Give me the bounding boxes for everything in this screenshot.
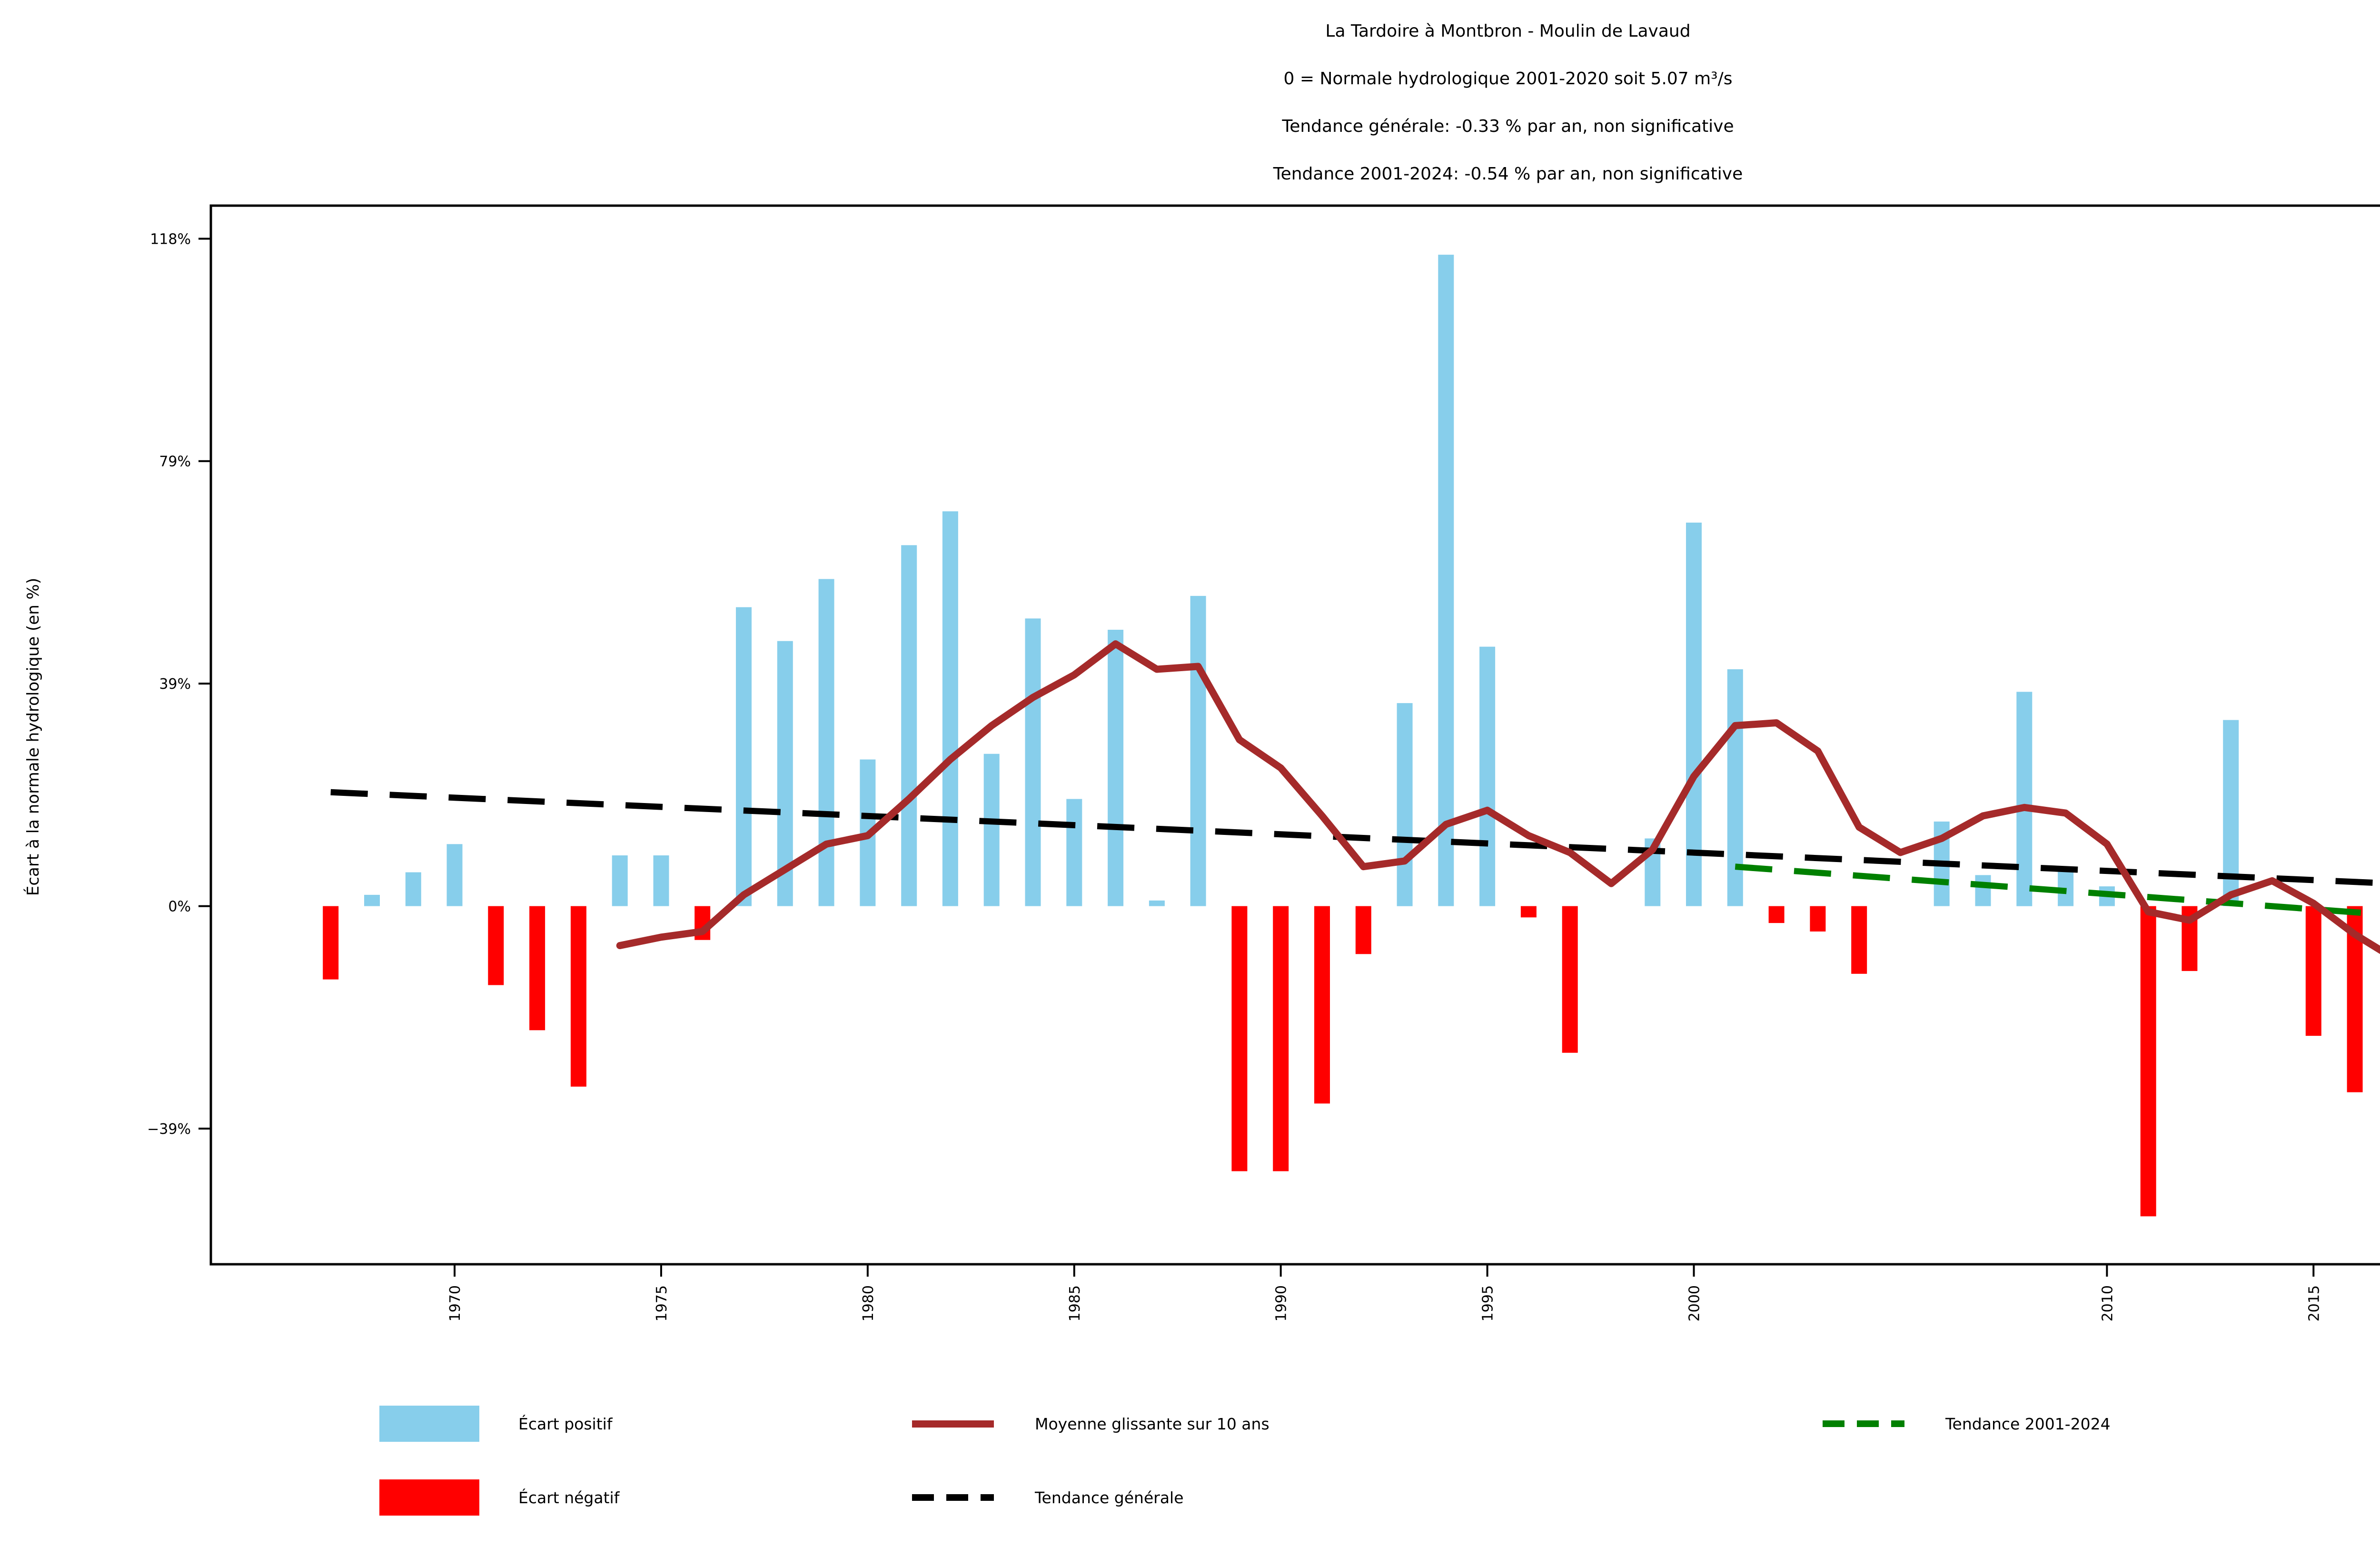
x-tick-label-1980: 1980	[860, 1285, 877, 1321]
bar-negative-2002	[1768, 906, 1785, 923]
x-tick-label-2015: 2015	[2306, 1285, 2322, 1321]
bar-positive-1977	[736, 607, 752, 906]
x-axis-ticks: 1970197519801985199019952000201020152020	[447, 1264, 2322, 1321]
y-axis-ticks: 118% 79% 39% 0% −39%	[147, 231, 211, 1138]
bar-negative-1989	[1231, 906, 1248, 1171]
x-tick-label-2010: 2010	[2099, 1285, 2116, 1321]
bar-positive-1993	[1397, 703, 1413, 906]
bar-positive-1975	[653, 855, 669, 906]
bar-negative-2003	[1810, 906, 1826, 932]
bar-positive-1986	[1108, 630, 1124, 906]
legend-item-moyenne-glissante: Moyenne glissante sur 10 ans	[912, 1402, 1269, 1445]
bar-positive-1974	[612, 855, 628, 906]
bar-negative-1991	[1314, 906, 1330, 1104]
bar-positive-1995	[1479, 646, 1496, 906]
legend-item-tendance-generale: Tendance générale	[912, 1476, 1184, 1519]
bar-negative-1992	[1355, 906, 1371, 954]
legend-item-tendance-2001-2024: Tendance 2001-2024	[1823, 1402, 2111, 1445]
trend-2001-2024-line	[1735, 863, 2380, 917]
rolling-mean-line	[616, 640, 2380, 954]
bar-positive-1988	[1190, 595, 1206, 906]
y-tick-label-1: 79%	[159, 454, 191, 470]
legend-label-ecart-positif: Écart positif	[518, 1414, 613, 1433]
bar-negative-2004	[1851, 906, 1867, 974]
bar-negative-1967	[323, 906, 339, 980]
legend-item-ecart-negatif: Écart négatif	[379, 1476, 619, 1519]
legend-label-moyenne-glissante: Moyenne glissante sur 10 ans	[1035, 1414, 1269, 1433]
bar-positive-1979	[818, 579, 834, 906]
y-tick-label-0: 118%	[150, 231, 191, 248]
bar-positive-1982	[942, 511, 958, 906]
legend-label-tendance-2001-2024: Tendance 2001-2024	[1945, 1414, 2111, 1433]
title-line-4: Tendance 2001-2024: -0.54 % par an, non …	[1273, 164, 1743, 184]
bar-negative-2015	[2305, 906, 2321, 1036]
bar-positive-1985	[1066, 799, 1082, 906]
title-line-1: La Tardoire à Montbron - Moulin de Lavau…	[1325, 21, 1691, 41]
title-line-3: Tendance générale: -0.33 % par an, non s…	[1282, 117, 1734, 136]
chart-title: La Tardoire à Montbron - Moulin de Lavau…	[211, 8, 2380, 198]
bar-positive-2000	[1686, 522, 1702, 906]
x-tick-label-1985: 1985	[1067, 1285, 1083, 1321]
bar-positive-1987	[1149, 900, 1165, 906]
negative-bar-swatch	[379, 1479, 479, 1516]
positive-bar-swatch	[379, 1406, 479, 1442]
bar-positive-1970	[446, 844, 463, 906]
legend-label-tendance-generale: Tendance générale	[1035, 1488, 1184, 1507]
trend-general-line	[330, 789, 2380, 886]
bar-positive-1983	[983, 754, 1000, 906]
trend-general-line-swatch	[912, 1494, 994, 1501]
plot-box	[209, 204, 2380, 1266]
x-tick-label-1970: 1970	[447, 1285, 464, 1321]
bar-positive-2007	[1975, 875, 1991, 906]
y-tick-label-2: 39%	[159, 676, 191, 693]
title-line-2: 0 = Normale hydrologique 2001-2020 soit …	[1283, 69, 1733, 89]
bar-negative-1990	[1273, 906, 1289, 1171]
bar-positive-1981	[901, 545, 917, 906]
bar-positive-1969	[405, 872, 421, 906]
bar-negative-1996	[1520, 906, 1537, 918]
bar-positive-2001	[1727, 669, 1743, 906]
bar-positive-1978	[777, 641, 793, 906]
bar-negative-1971	[488, 906, 504, 985]
x-tick-label-1995: 1995	[1480, 1285, 1497, 1321]
bar-positive-1984	[1025, 618, 1041, 906]
rolling-mean-line-swatch	[912, 1420, 994, 1428]
x-tick-label-2000: 2000	[1686, 1285, 1703, 1321]
bar-negative-1972	[529, 906, 545, 1031]
bar-positive-2008	[2016, 692, 2033, 906]
bar-positive-1968	[364, 894, 380, 906]
trend-2001-2024-line-swatch	[1823, 1420, 1904, 1427]
legend-label-ecart-negatif: Écart négatif	[518, 1488, 620, 1507]
bar-positive-1994	[1438, 255, 1454, 906]
bar-negative-2011	[2140, 906, 2156, 1217]
bar-negative-1973	[570, 906, 586, 1087]
bar-negative-1997	[1562, 906, 1578, 1053]
legend-item-ecart-positif: Écart positif	[379, 1402, 612, 1445]
x-tick-label-1975: 1975	[654, 1285, 670, 1321]
y-tick-label-3: 0%	[168, 899, 191, 915]
y-tick-label-4: −39%	[147, 1121, 191, 1138]
bars	[323, 255, 2363, 1217]
x-tick-label-1990: 1990	[1273, 1285, 1290, 1321]
